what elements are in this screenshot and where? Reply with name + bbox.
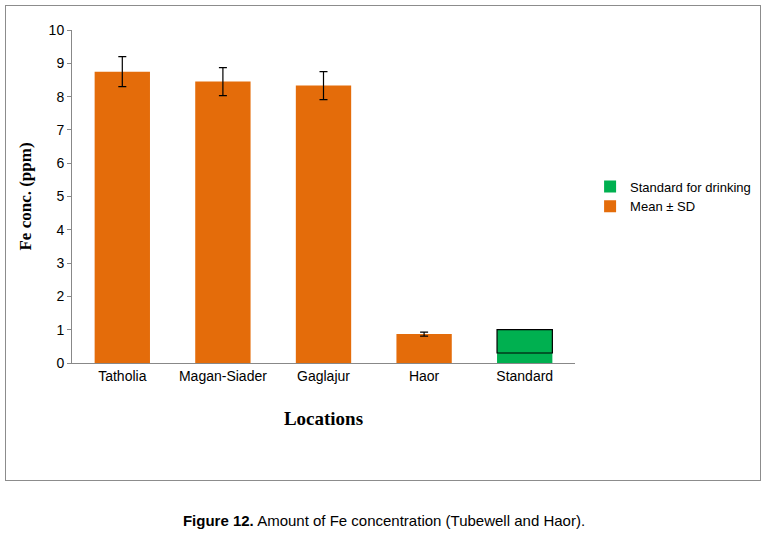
svg-text:0: 0 bbox=[56, 355, 64, 371]
svg-text:Haor: Haor bbox=[409, 368, 440, 384]
svg-text:Mean ± SD: Mean ± SD bbox=[630, 199, 695, 214]
svg-text:Gaglajur: Gaglajur bbox=[297, 368, 350, 384]
svg-text:3: 3 bbox=[56, 255, 64, 271]
svg-text:10: 10 bbox=[49, 22, 65, 38]
svg-text:2: 2 bbox=[56, 288, 64, 304]
svg-text:8: 8 bbox=[56, 89, 64, 105]
svg-text:9: 9 bbox=[56, 55, 64, 71]
svg-text:4: 4 bbox=[56, 222, 64, 238]
html-text:Figure 12. Amount of Fe concen: Figure 12. Amount of Fe concentration (T… bbox=[182, 512, 586, 529]
svg-text:7: 7 bbox=[56, 122, 64, 138]
svg-text:1: 1 bbox=[56, 322, 64, 338]
svg-text:Magan-Siader: Magan-Siader bbox=[179, 368, 267, 384]
svg-text:6: 6 bbox=[56, 155, 64, 171]
svg-text:Standard for drinking: Standard for drinking bbox=[630, 180, 751, 195]
svg-text:Standard: Standard bbox=[496, 368, 553, 384]
svg-text:Tatholia: Tatholia bbox=[98, 368, 146, 384]
svg-text:Locations: Locations bbox=[284, 408, 363, 429]
svg-text:Fe conc. (ppm): Fe conc. (ppm) bbox=[16, 142, 35, 250]
svg-text:5: 5 bbox=[56, 188, 64, 204]
